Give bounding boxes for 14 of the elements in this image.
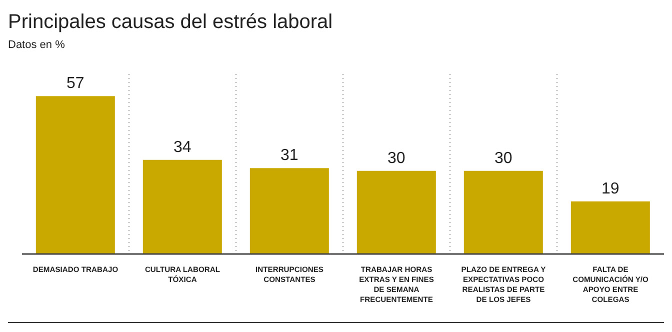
data-label: 30 (494, 150, 512, 167)
bar (250, 168, 329, 254)
bar (356, 170, 436, 254)
data-label: 34 (174, 138, 192, 156)
chart-title: Principales causas del estrés laboral (8, 10, 334, 34)
bar (142, 160, 222, 254)
data-label: 31 (280, 147, 298, 164)
data-label: 19 (602, 180, 620, 198)
bar (36, 96, 115, 254)
bar (570, 201, 650, 254)
bar (464, 170, 543, 254)
chart-subtitle: Datos en % (8, 38, 66, 52)
data-label: 30 (388, 150, 406, 167)
data-label: 57 (66, 75, 84, 92)
